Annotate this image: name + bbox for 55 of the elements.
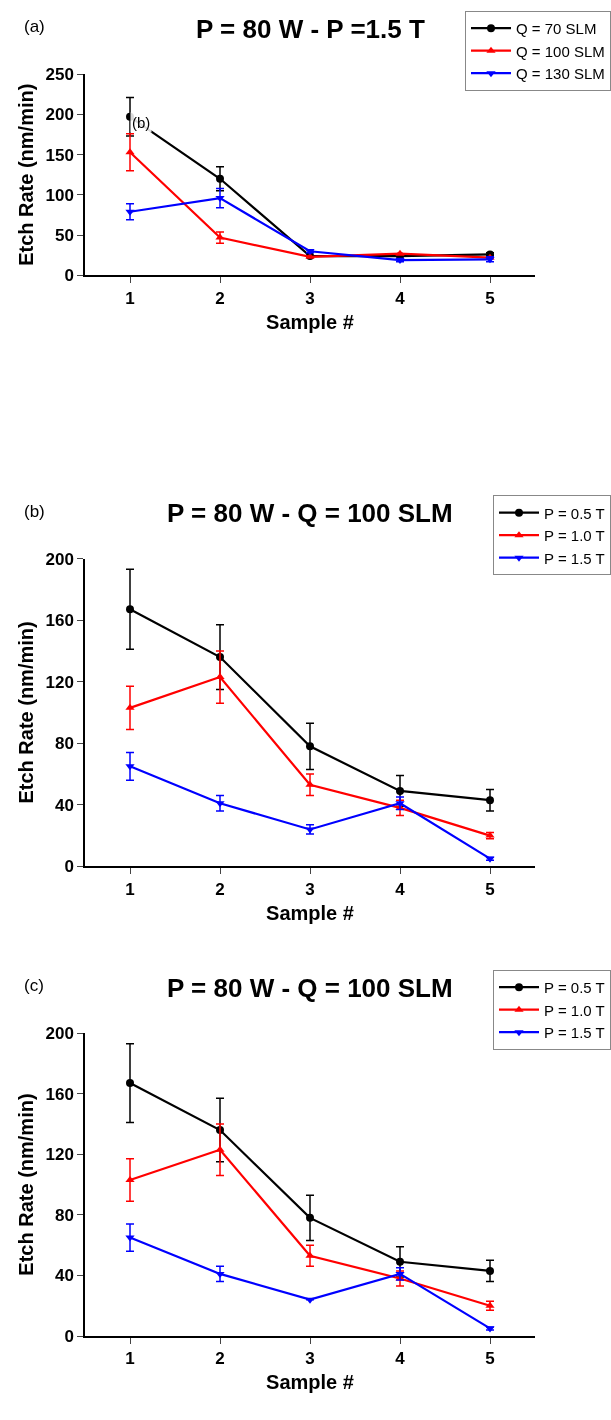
legend-label: Q = 100 SLM	[516, 42, 605, 60]
y-tick-label: 100	[45, 185, 74, 205]
x-tick-label: 3	[305, 288, 315, 308]
y-tick-label: 120	[45, 672, 74, 692]
y-tick-label: 40	[54, 795, 74, 815]
y-tick-label: 50	[54, 226, 74, 246]
x-tick-label: 1	[125, 1349, 135, 1369]
y-tick-label: 80	[54, 1205, 74, 1225]
chart-title: P = 80 W - Q = 100 SLM	[167, 973, 453, 1003]
chart-title: P = 80 W - P =1.5 T	[196, 14, 425, 44]
x-axis-title: Sample #	[266, 901, 354, 924]
x-axis-title: Sample #	[266, 1371, 354, 1394]
x-tick-label: 4	[395, 879, 406, 899]
y-tick-label: 120	[45, 1145, 74, 1165]
y-axis-title: Etch Rate (nm/min)	[15, 621, 38, 804]
y-tick-label: 200	[45, 1024, 74, 1044]
x-axis-title: Sample #	[266, 310, 354, 333]
x-tick-label: 5	[485, 879, 495, 899]
chart-title: P = 80 W - Q = 100 SLM	[167, 498, 453, 528]
legend-label: P = 1.0 T	[544, 527, 605, 544]
x-tick-label: 2	[215, 1349, 225, 1369]
x-tick-label: 4	[395, 1349, 406, 1369]
x-tick-label: 3	[305, 879, 315, 899]
legend-label: Q = 130 SLM	[516, 65, 605, 83]
x-tick-label: 3	[305, 1349, 315, 1369]
text: (b)	[24, 502, 45, 521]
x-tick-label: 2	[215, 879, 225, 899]
y-tick-label: 40	[54, 1266, 74, 1286]
x-tick-label: 2	[215, 288, 225, 308]
x-tick-label: 5	[485, 288, 495, 308]
legend-label: P = 1.5 T	[544, 1024, 605, 1042]
y-tick-label: 0	[64, 266, 74, 286]
legend-label: P = 0.5 T	[544, 979, 605, 997]
y-tick-label: 160	[45, 1084, 74, 1104]
annotation: (b)	[132, 114, 151, 131]
x-tick-label: 5	[485, 1349, 495, 1369]
y-tick-label: 0	[64, 1326, 74, 1346]
y-tick-label: 150	[45, 145, 74, 165]
text: (c)	[24, 976, 44, 995]
y-tick-label: 160	[45, 611, 74, 631]
y-axis-title: Etch Rate (nm/min)	[15, 83, 38, 266]
x-tick-label: 1	[125, 879, 135, 899]
text: (a)	[24, 17, 45, 36]
legend-label: P = 1.0 T	[544, 1001, 605, 1019]
legend-label: P = 1.5 T	[544, 549, 605, 567]
y-tick-label: 200	[45, 549, 74, 569]
y-tick-label: 200	[45, 105, 74, 125]
y-tick-label: 0	[64, 857, 74, 877]
legend-label: Q = 70 SLM	[516, 20, 597, 38]
x-tick-label: 4	[395, 288, 406, 308]
y-tick-label: 80	[54, 734, 74, 754]
y-axis-title: Etch Rate (nm/min)	[15, 1093, 38, 1276]
x-tick-label: 1	[125, 288, 135, 308]
legend-label: P = 0.5 T	[544, 504, 605, 522]
y-tick-label: 250	[45, 65, 74, 85]
